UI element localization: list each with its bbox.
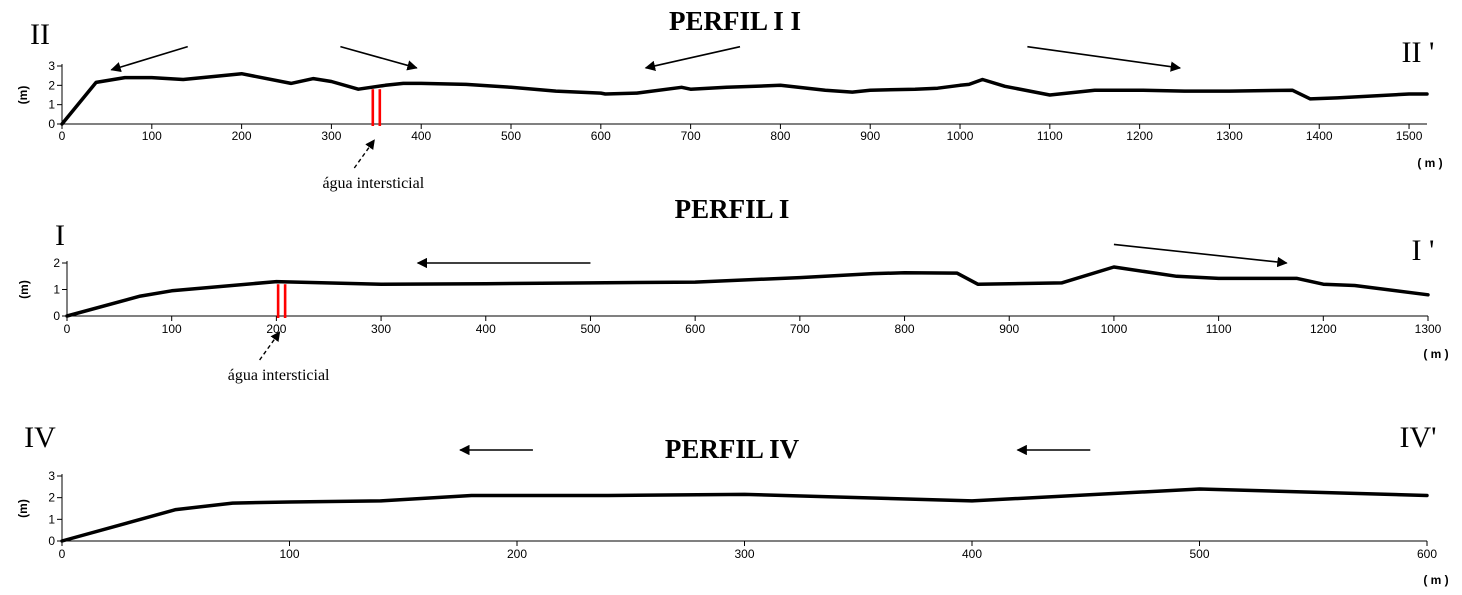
y-tick-label: 2 (53, 256, 60, 270)
x-tick-label: 1000 (1101, 322, 1128, 336)
profile-start-label: IV (24, 421, 56, 454)
x-tick-label: 500 (501, 129, 521, 143)
x-tick-label: 600 (591, 129, 611, 143)
x-axis-label: ( m ) (1417, 156, 1442, 170)
x-tick-label: 200 (232, 129, 252, 143)
y-tick-label: 0 (48, 117, 55, 131)
x-tick-label: 800 (770, 129, 790, 143)
water-marker-pointer (353, 139, 375, 169)
water-marker-label: água intersticial (228, 367, 330, 384)
y-tick-label: 2 (48, 491, 55, 505)
x-tick-label: 700 (790, 322, 810, 336)
x-tick-label: 1300 (1216, 129, 1243, 143)
y-axis-label: (m) (16, 499, 30, 518)
x-tick-label: 500 (1189, 547, 1209, 561)
x-tick-label: 900 (860, 129, 880, 143)
x-tick-label: 400 (411, 129, 431, 143)
x-tick-label: 700 (681, 129, 701, 143)
y-tick-label: 1 (48, 512, 55, 526)
profile-end-label: I ' (1412, 234, 1435, 267)
x-tick-label: 400 (962, 547, 982, 561)
x-tick-label: 500 (580, 322, 600, 336)
chart-title: PERFIL I I (669, 6, 801, 36)
x-tick-label: 100 (142, 129, 162, 143)
x-tick-label: 900 (999, 322, 1019, 336)
y-axis-label: (m) (16, 86, 30, 105)
x-tick-label: 100 (162, 322, 182, 336)
flow-direction-arrow (644, 45, 741, 71)
x-tick-label: 1000 (947, 129, 974, 143)
profile-line (60, 487, 1429, 543)
flow-direction-arrow (340, 45, 418, 71)
flow-direction-arrow (110, 45, 188, 73)
perfil-ii-chart: PERFIL I I II II ' 0 1 2 3 (m) 0 100 200 300 400 500 6… (16, 6, 1443, 192)
water-marker-pointer (259, 331, 281, 361)
perfil-iv-chart: PERFIL IV IV IV' 0 1 2 3 (m) 0 100 200 300 400 500 600… (16, 421, 1449, 587)
x-tick-label: 300 (321, 129, 341, 143)
x-tick-label: 1500 (1396, 129, 1423, 143)
x-tick-label: 200 (507, 547, 527, 561)
x-tick-label: 800 (895, 322, 915, 336)
x-tick-label: 400 (476, 322, 496, 336)
y-tick-label: 1 (48, 98, 55, 112)
y-axis-label: (m) (17, 280, 31, 299)
chart-title: PERFIL I (675, 194, 790, 224)
x-tick-label: 200 (266, 322, 286, 336)
x-tick-label: 300 (371, 322, 391, 336)
x-tick-label: 1400 (1306, 129, 1333, 143)
profile-end-label: II ' (1402, 36, 1435, 69)
x-tick-label: 0 (64, 322, 71, 336)
x-tick-label: 0 (59, 547, 66, 561)
y-tick-label: 0 (48, 534, 55, 548)
x-tick-label: 1200 (1310, 322, 1337, 336)
perfil-i-chart: PERFIL I I I ' 0 1 2 (m) 0 100 200 300 400 500 600 700… (17, 194, 1449, 384)
x-tick-label: 1300 (1415, 322, 1442, 336)
profile-line (65, 265, 1430, 318)
y-tick-label: 3 (48, 469, 55, 483)
profile-end-label: IV' (1399, 421, 1436, 454)
x-tick-label: 100 (279, 547, 299, 561)
x-axis-label: ( m ) (1423, 573, 1448, 587)
x-tick-label: 300 (734, 547, 754, 561)
profile-start-label: II (30, 18, 50, 51)
profile-start-label: I (55, 219, 65, 252)
x-tick-label: 0 (59, 129, 66, 143)
x-axis-label: ( m ) (1423, 347, 1448, 361)
x-tick-label: 600 (685, 322, 705, 336)
y-tick-label: 2 (48, 78, 55, 92)
flow-direction-arrow (1027, 45, 1182, 72)
x-tick-label: 1200 (1126, 129, 1153, 143)
x-tick-label: 600 (1417, 547, 1437, 561)
flow-direction-arrow (1113, 243, 1288, 268)
chart-title: PERFIL IV (665, 434, 800, 464)
x-tick-label: 1100 (1037, 129, 1063, 143)
profile-line (60, 71, 1429, 126)
y-tick-label: 0 (53, 309, 60, 323)
y-tick-label: 3 (48, 59, 55, 73)
x-tick-label: 1100 (1206, 322, 1232, 336)
water-marker-label: água intersticial (322, 175, 424, 192)
y-tick-label: 1 (53, 283, 60, 297)
